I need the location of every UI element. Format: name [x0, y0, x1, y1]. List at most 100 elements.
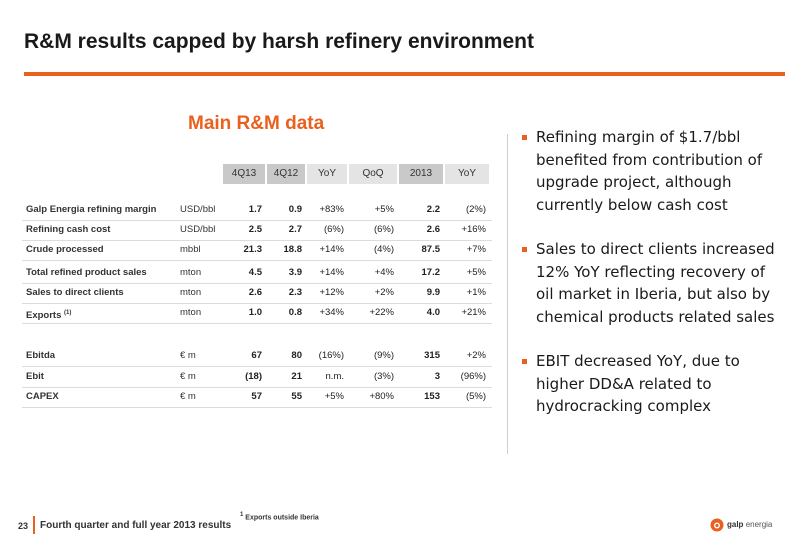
header-fy-yoy: YoY: [445, 164, 489, 184]
cell-yoy: +34%: [319, 307, 344, 318]
table-row: Galp Energia refining margin USD/bbl 1.7 0.…: [22, 200, 492, 221]
header-4q12: 4Q12: [267, 164, 305, 184]
cell-q4-13: (18): [245, 371, 262, 382]
cell-qoq: +2%: [374, 287, 394, 298]
row-label: Sales to direct clients: [26, 283, 124, 303]
page-number: 23: [18, 521, 29, 531]
cell-q4-12: 0.8: [288, 307, 302, 318]
row-label: Ebitda: [26, 346, 55, 366]
row-unit: mton: [180, 287, 202, 298]
table-title: Main R&M data: [188, 113, 325, 134]
bullet-square-icon: [522, 359, 527, 364]
cell-qoq: +22%: [369, 307, 394, 318]
cell-qoq: (4%): [373, 244, 394, 255]
table-row: Total refined product sales mton 4.5 3.9 +14…: [22, 263, 492, 284]
table-row: Exports (1) mton 1.0 0.8 +34% +22% 4.0 +21%: [22, 303, 492, 324]
cell-fy-yoy: (2%): [465, 204, 486, 215]
cell-fy-yoy: +5%: [466, 267, 486, 278]
header-4q13: 4Q13: [223, 164, 265, 184]
row-label-text: Exports: [26, 310, 62, 322]
cell-q4-13: 67: [251, 350, 262, 361]
cell-q4-13: 4.5: [248, 267, 262, 278]
cell-q4-12: 18.8: [283, 244, 303, 255]
logo-brand: galp: [727, 520, 744, 529]
cell-fy13: 153: [424, 391, 440, 402]
cell-fy13: 87.5: [421, 244, 441, 255]
cell-q4-13: 1.7: [248, 204, 262, 215]
row-unit: € m: [180, 350, 196, 361]
row-label-text: Ebitda: [26, 350, 56, 361]
title-rule: [24, 72, 785, 76]
cell-q4-12: 3.9: [288, 267, 302, 278]
cell-qoq: +80%: [369, 391, 394, 402]
row-unit: € m: [180, 391, 196, 402]
footnote-marker: 1: [240, 512, 244, 518]
cell-qoq: (6%): [373, 224, 394, 235]
row-label: CAPEX: [26, 387, 59, 407]
cell-fy-yoy: +21%: [461, 307, 486, 318]
cell-fy13: 4.0: [426, 307, 440, 318]
cell-fy-yoy: (5%): [465, 391, 486, 402]
cell-yoy: +83%: [319, 204, 344, 215]
bullet-item: Sales to direct clients increased 12% Yo…: [522, 238, 782, 328]
bullet-text: Refining margin of $1.7/bbl benefited fr…: [536, 128, 763, 214]
slide-title: R&M results capped by harsh refinery env…: [24, 30, 534, 53]
row-label-text: Ebit: [26, 371, 44, 382]
bullet-item: EBIT decreased YoY, due to higher DD&A r…: [522, 350, 782, 418]
cell-fy13: 2.2: [426, 204, 440, 215]
cell-fy-yoy: (96%): [460, 371, 486, 382]
cell-yoy: +5%: [324, 391, 344, 402]
logo-suffix: energia: [745, 520, 773, 529]
cell-qoq: +4%: [374, 267, 394, 278]
cell-q4-13: 2.6: [248, 287, 262, 298]
cell-q4-13: 57: [251, 391, 262, 402]
table-row: Crude processed mbbl 21.3 18.8 +14% (4%) 87.5 +…: [22, 240, 492, 261]
cell-yoy: (16%): [318, 350, 344, 361]
row-label: Exports (1): [26, 303, 71, 323]
row-label: Refining cash cost: [26, 220, 110, 240]
cell-q4-12: 2.3: [288, 287, 302, 298]
cell-fy13: 2.6: [426, 224, 440, 235]
cell-fy13: 17.2: [421, 267, 441, 278]
bullet-list: Refining margin of $1.7/bbl benefited fr…: [522, 126, 782, 440]
footnote: 1 Exports outside Iberia: [240, 512, 319, 521]
cell-yoy: +12%: [319, 287, 344, 298]
rm-data-table: 4Q13 4Q12 YoY QoQ 2013 YoY Galp Energia …: [22, 164, 492, 408]
galp-flame-icon: [710, 518, 724, 532]
bullet-square-icon: [522, 135, 527, 140]
cell-qoq: +5%: [374, 204, 394, 215]
bullet-text: EBIT decreased YoY, due to higher DD&A r…: [536, 352, 740, 415]
row-label-text: CAPEX: [26, 391, 59, 402]
footer-accent-bar: [33, 516, 35, 534]
row-label-text: Sales to direct clients: [26, 287, 124, 298]
cell-q4-12: 0.9: [288, 204, 302, 215]
header-2013: 2013: [399, 164, 443, 184]
row-unit: mton: [180, 307, 202, 318]
row-unit: USD/bbl: [180, 204, 216, 215]
row-label-text: Galp Energia refining margin: [26, 204, 157, 215]
cell-fy-yoy: +1%: [466, 287, 486, 298]
row-unit: € m: [180, 371, 196, 382]
cell-qoq: (9%): [373, 350, 394, 361]
row-label: Crude processed: [26, 240, 104, 260]
header-yoy: YoY: [307, 164, 347, 184]
cell-q4-13: 21.3: [243, 244, 263, 255]
row-label: Galp Energia refining margin: [26, 200, 156, 220]
row-unit: mbbl: [180, 244, 201, 255]
cell-fy-yoy: +7%: [466, 244, 486, 255]
cell-q4-12: 21: [291, 371, 302, 382]
cell-yoy: n.m.: [325, 371, 344, 382]
cell-q4-13: 2.5: [248, 224, 262, 235]
cell-yoy: (6%): [323, 224, 344, 235]
row-label-text: Refining cash cost: [26, 224, 111, 235]
bullet-text: Sales to direct clients increased 12% Yo…: [536, 240, 775, 326]
cell-fy13: 315: [424, 350, 440, 361]
cell-fy-yoy: +16%: [461, 224, 486, 235]
table-row: Ebit € m (18) 21 n.m. (3%) 3 (96%): [22, 367, 492, 388]
cell-fy13: 3: [434, 371, 440, 382]
row-unit: USD/bbl: [180, 224, 216, 235]
row-label: Total refined product sales: [26, 263, 147, 283]
table-row: Sales to direct clients mton 2.6 2.3 +12% +2%…: [22, 283, 492, 304]
logo-text: galp energia: [727, 520, 772, 529]
cell-yoy: +14%: [319, 267, 344, 278]
